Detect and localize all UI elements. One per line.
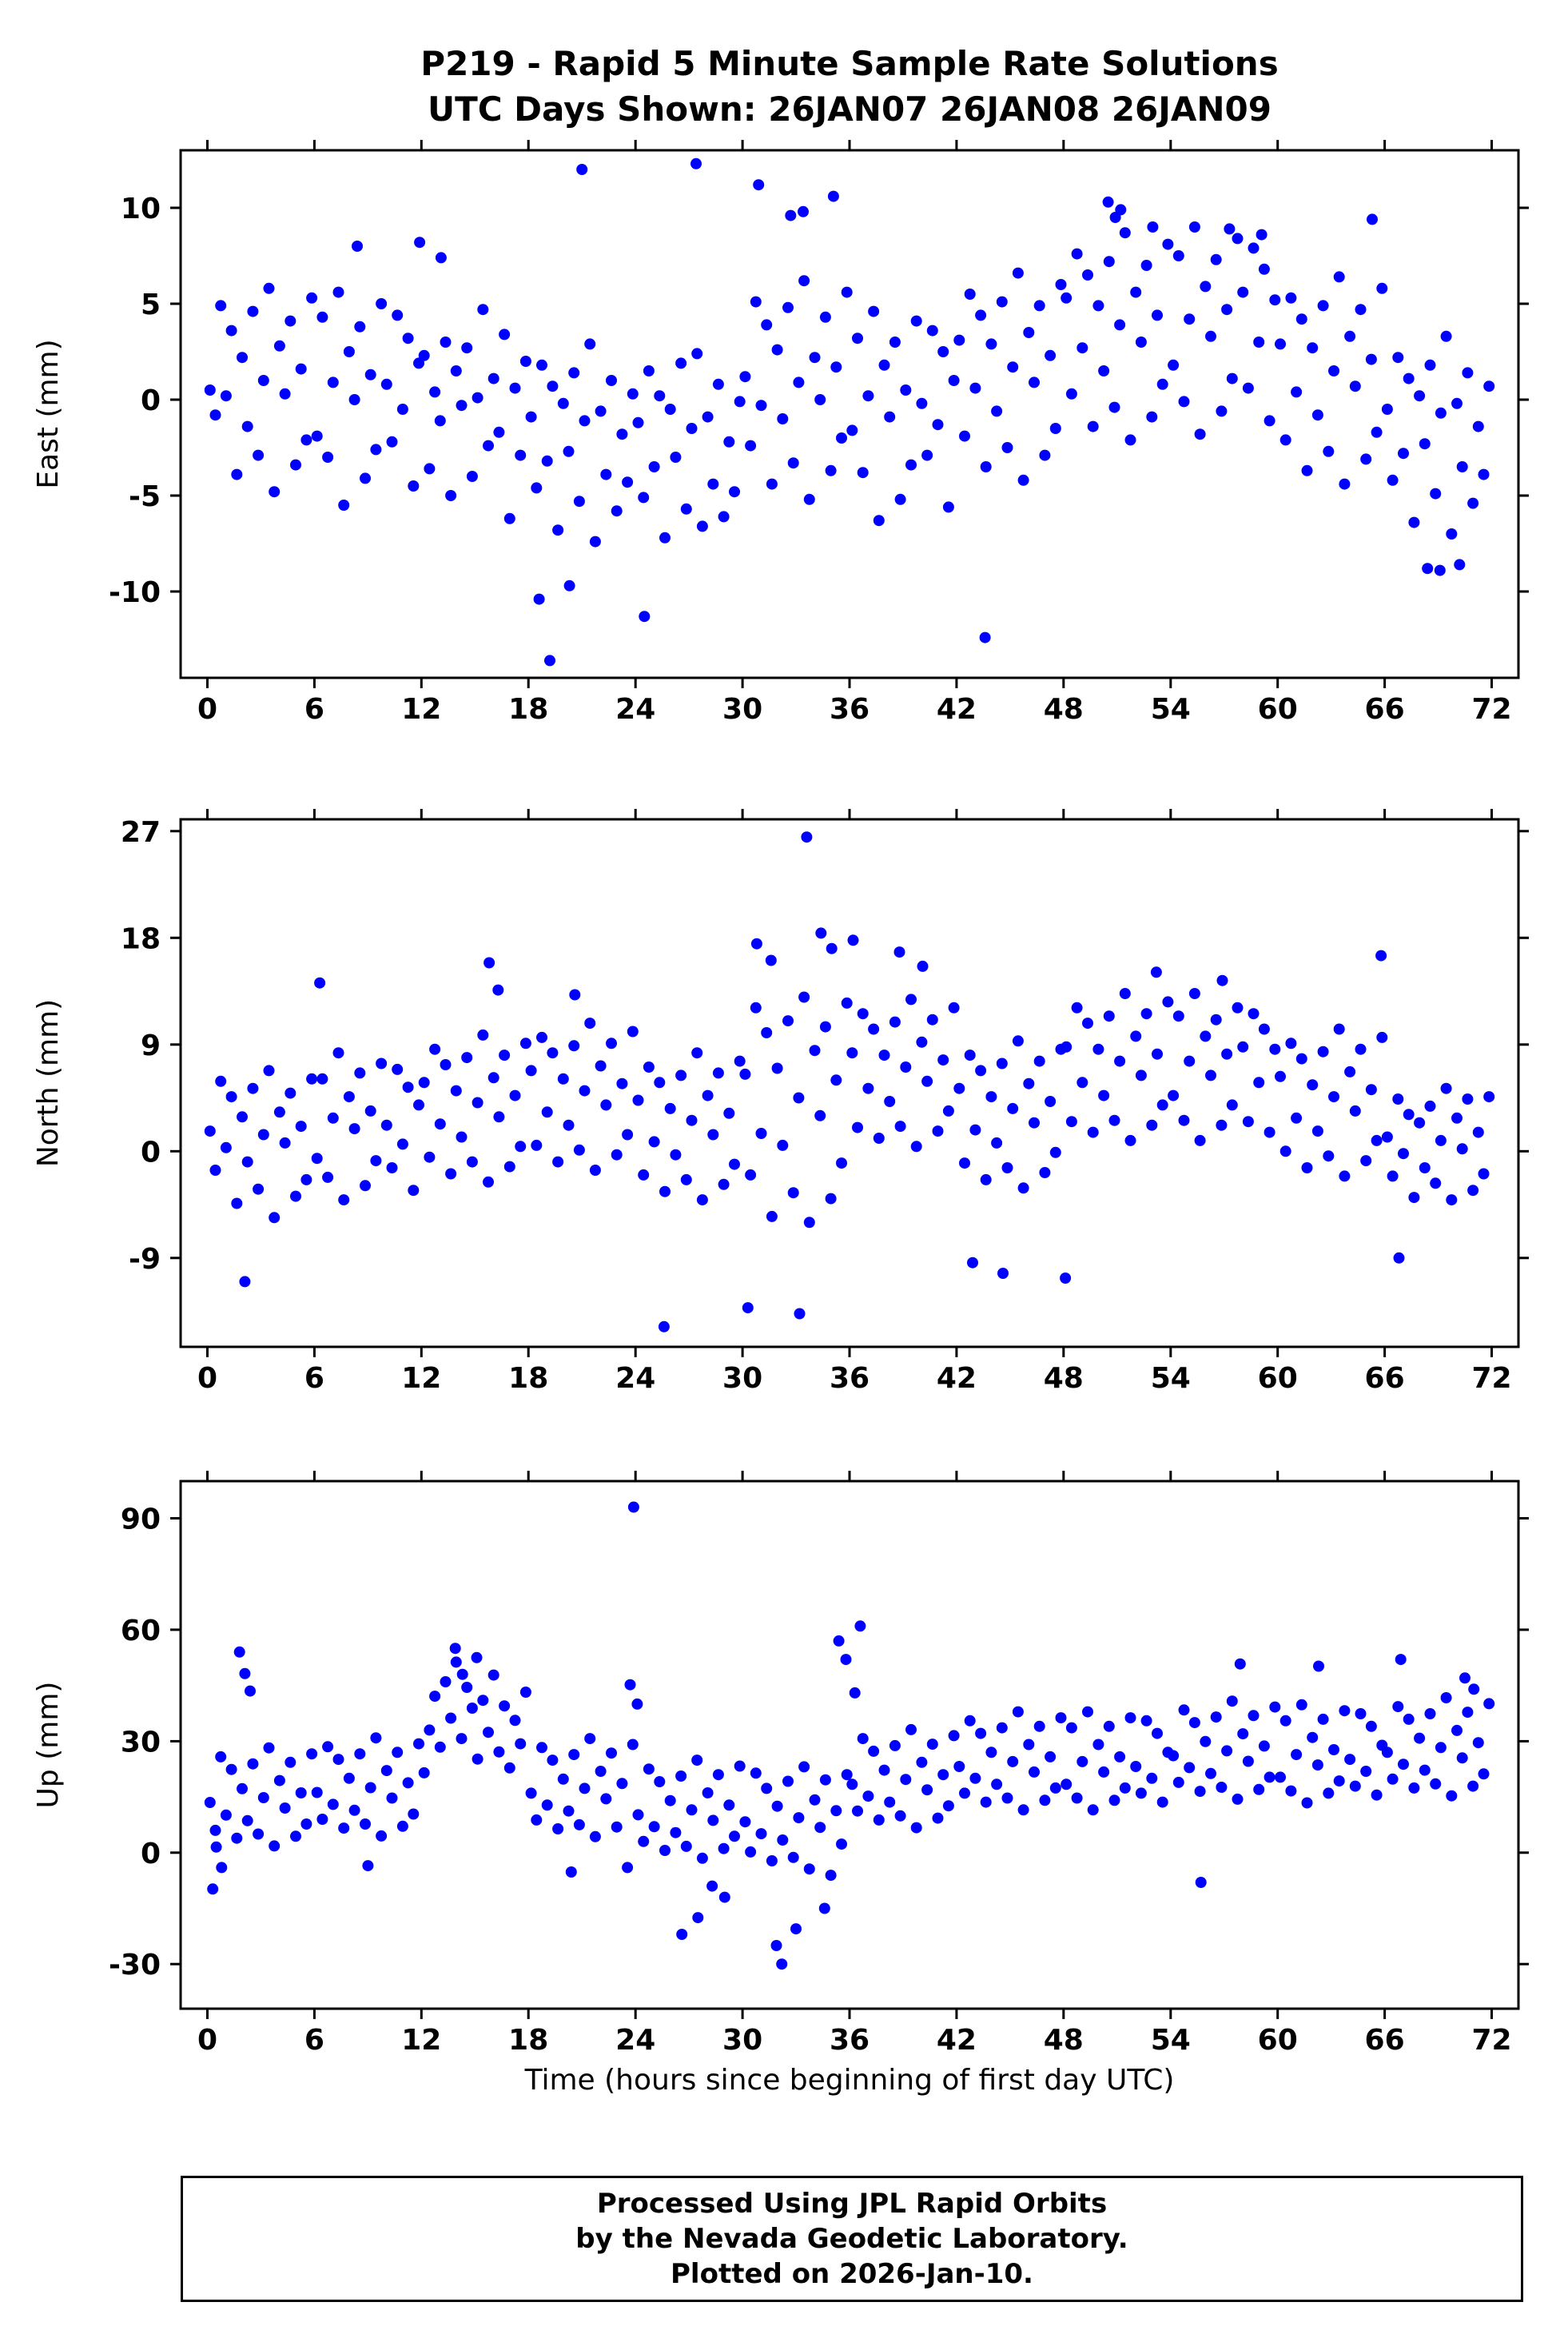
svg-text:East (mm): East (mm) — [32, 339, 65, 488]
svg-text:48: 48 — [1044, 693, 1084, 724]
svg-text:72: 72 — [1471, 693, 1511, 724]
footer-line2: by the Nevada Geodetic Laboratory. — [575, 2222, 1128, 2255]
svg-text:-30: -30 — [109, 1949, 161, 1982]
svg-text:10: 10 — [121, 193, 161, 225]
svg-text:48: 48 — [1044, 1362, 1084, 1393]
svg-text:54: 54 — [1151, 1362, 1191, 1393]
svg-text:9: 9 — [141, 1030, 161, 1062]
svg-text:54: 54 — [1151, 693, 1191, 724]
svg-text:12: 12 — [401, 2024, 441, 2055]
chart-title: P219 - Rapid 5 Minute Sample Rate Soluti… — [181, 42, 1518, 132]
svg-text:60: 60 — [1258, 693, 1298, 724]
svg-text:48: 48 — [1044, 2024, 1084, 2055]
svg-text:0: 0 — [141, 1136, 161, 1169]
svg-text:0: 0 — [141, 384, 161, 417]
footer-box: Processed Using JPL Rapid Orbits by the … — [181, 2176, 1523, 2302]
svg-text:18: 18 — [508, 693, 548, 724]
svg-text:0: 0 — [141, 1838, 161, 1870]
footer-line1: Processed Using JPL Rapid Orbits — [596, 2187, 1108, 2220]
x-axis-label: Time (hours since beginning of first day… — [524, 2064, 1175, 2097]
svg-text:North (mm): North (mm) — [32, 999, 65, 1167]
svg-text:6: 6 — [304, 693, 324, 724]
svg-text:60: 60 — [1258, 2024, 1298, 2055]
svg-text:6: 6 — [304, 1362, 324, 1393]
svg-text:12: 12 — [401, 1362, 441, 1393]
svg-text:42: 42 — [937, 1362, 977, 1393]
north-scatter-plot: 0 6 12 18 24 30 36 42 48 54 60 66 72 -9 0 9 18 27 North (m… — [32, 809, 1529, 1393]
chart-title-line2: UTC Days Shown: 26JAN07 26JAN08 26JAN09 — [427, 89, 1272, 129]
svg-text:36: 36 — [830, 1362, 870, 1393]
svg-text:24: 24 — [615, 693, 655, 724]
svg-text:-9: -9 — [129, 1243, 161, 1276]
svg-text:60: 60 — [1258, 1362, 1298, 1393]
east-scatter-plot: 0 6 12 18 24 30 36 42 48 54 60 66 72 -10 -5 0 5 10 East (m… — [32, 140, 1529, 724]
svg-text:36: 36 — [830, 2024, 870, 2055]
svg-text:5: 5 — [141, 289, 161, 321]
svg-text:60: 60 — [121, 1615, 161, 1647]
svg-text:Up (mm): Up (mm) — [32, 1682, 65, 1809]
north-data-points — [204, 831, 1495, 1332]
svg-text:54: 54 — [1151, 2024, 1191, 2055]
svg-text:72: 72 — [1471, 2024, 1511, 2055]
svg-text:24: 24 — [615, 1362, 655, 1393]
up-data-points — [204, 1501, 1495, 1970]
svg-text:66: 66 — [1365, 1362, 1405, 1393]
svg-text:-5: -5 — [129, 480, 161, 513]
svg-text:24: 24 — [615, 2024, 655, 2055]
east-data-points — [204, 157, 1495, 667]
svg-text:66: 66 — [1365, 693, 1405, 724]
svg-text:6: 6 — [304, 2024, 324, 2055]
svg-text:30: 30 — [722, 2024, 762, 2055]
svg-text:18: 18 — [508, 2024, 548, 2055]
svg-text:0: 0 — [197, 1362, 217, 1393]
svg-text:36: 36 — [830, 693, 870, 724]
svg-text:27: 27 — [121, 816, 161, 849]
svg-text:66: 66 — [1365, 2024, 1405, 2055]
footer-line3: Plotted on 2026-Jan-10. — [671, 2258, 1033, 2291]
svg-text:0: 0 — [197, 2024, 217, 2055]
up-scatter-plot: 0 6 12 18 24 30 36 42 48 54 60 66 72 -30 0 30 60 90 Up (mm… — [32, 1471, 1529, 2055]
svg-text:-10: -10 — [109, 576, 161, 609]
svg-text:42: 42 — [937, 693, 977, 724]
svg-text:18: 18 — [508, 1362, 548, 1393]
chart-title-line1: P219 - Rapid 5 Minute Sample Rate Soluti… — [420, 44, 1279, 83]
svg-text:72: 72 — [1471, 1362, 1511, 1393]
svg-text:30: 30 — [121, 1726, 161, 1758]
svg-text:30: 30 — [722, 693, 762, 724]
svg-text:30: 30 — [722, 1362, 762, 1393]
svg-text:42: 42 — [937, 2024, 977, 2055]
svg-text:90: 90 — [121, 1504, 161, 1536]
svg-text:12: 12 — [401, 693, 441, 724]
svg-text:0: 0 — [197, 693, 217, 724]
svg-text:18: 18 — [121, 922, 161, 955]
